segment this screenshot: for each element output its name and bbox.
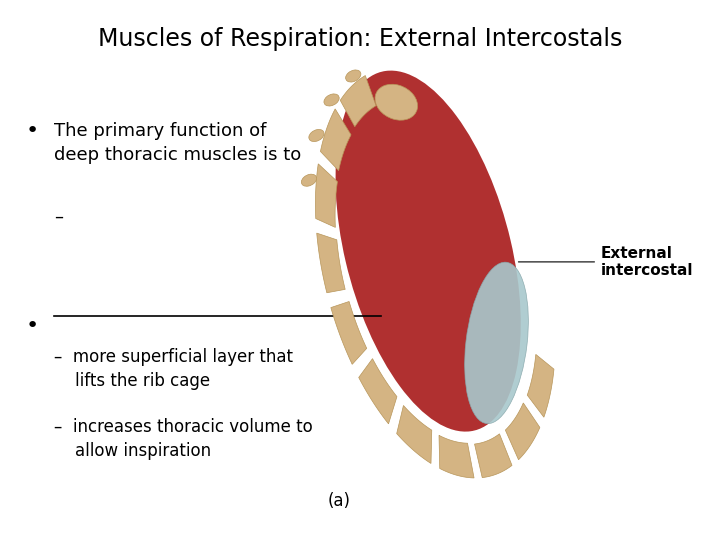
PathPatch shape <box>315 164 338 227</box>
Text: Muscles of Respiration: External Intercostals: Muscles of Respiration: External Interco… <box>98 27 622 51</box>
PathPatch shape <box>320 109 351 171</box>
PathPatch shape <box>331 301 366 365</box>
PathPatch shape <box>439 435 474 478</box>
PathPatch shape <box>397 406 432 463</box>
Ellipse shape <box>346 70 361 82</box>
Ellipse shape <box>464 262 528 423</box>
Text: –  more superficial layer that
    lifts the rib cage: – more superficial layer that lifts the … <box>54 348 293 390</box>
Text: –  increases thoracic volume to
    allow inspiration: – increases thoracic volume to allow ins… <box>54 418 312 460</box>
Text: •: • <box>25 122 38 141</box>
PathPatch shape <box>505 403 540 460</box>
Ellipse shape <box>309 130 324 141</box>
Text: •: • <box>25 316 38 336</box>
PathPatch shape <box>527 354 554 417</box>
Text: –: – <box>54 208 63 226</box>
PathPatch shape <box>341 76 376 127</box>
PathPatch shape <box>474 434 512 477</box>
Text: (a): (a) <box>328 492 351 510</box>
PathPatch shape <box>317 233 345 293</box>
Text: External
intercostal: External intercostal <box>601 246 693 278</box>
Text: The primary function of
deep thoracic muscles is to: The primary function of deep thoracic mu… <box>54 122 301 165</box>
Ellipse shape <box>375 84 418 120</box>
Ellipse shape <box>302 174 317 186</box>
Ellipse shape <box>324 94 339 106</box>
Ellipse shape <box>336 71 521 431</box>
PathPatch shape <box>359 359 397 424</box>
